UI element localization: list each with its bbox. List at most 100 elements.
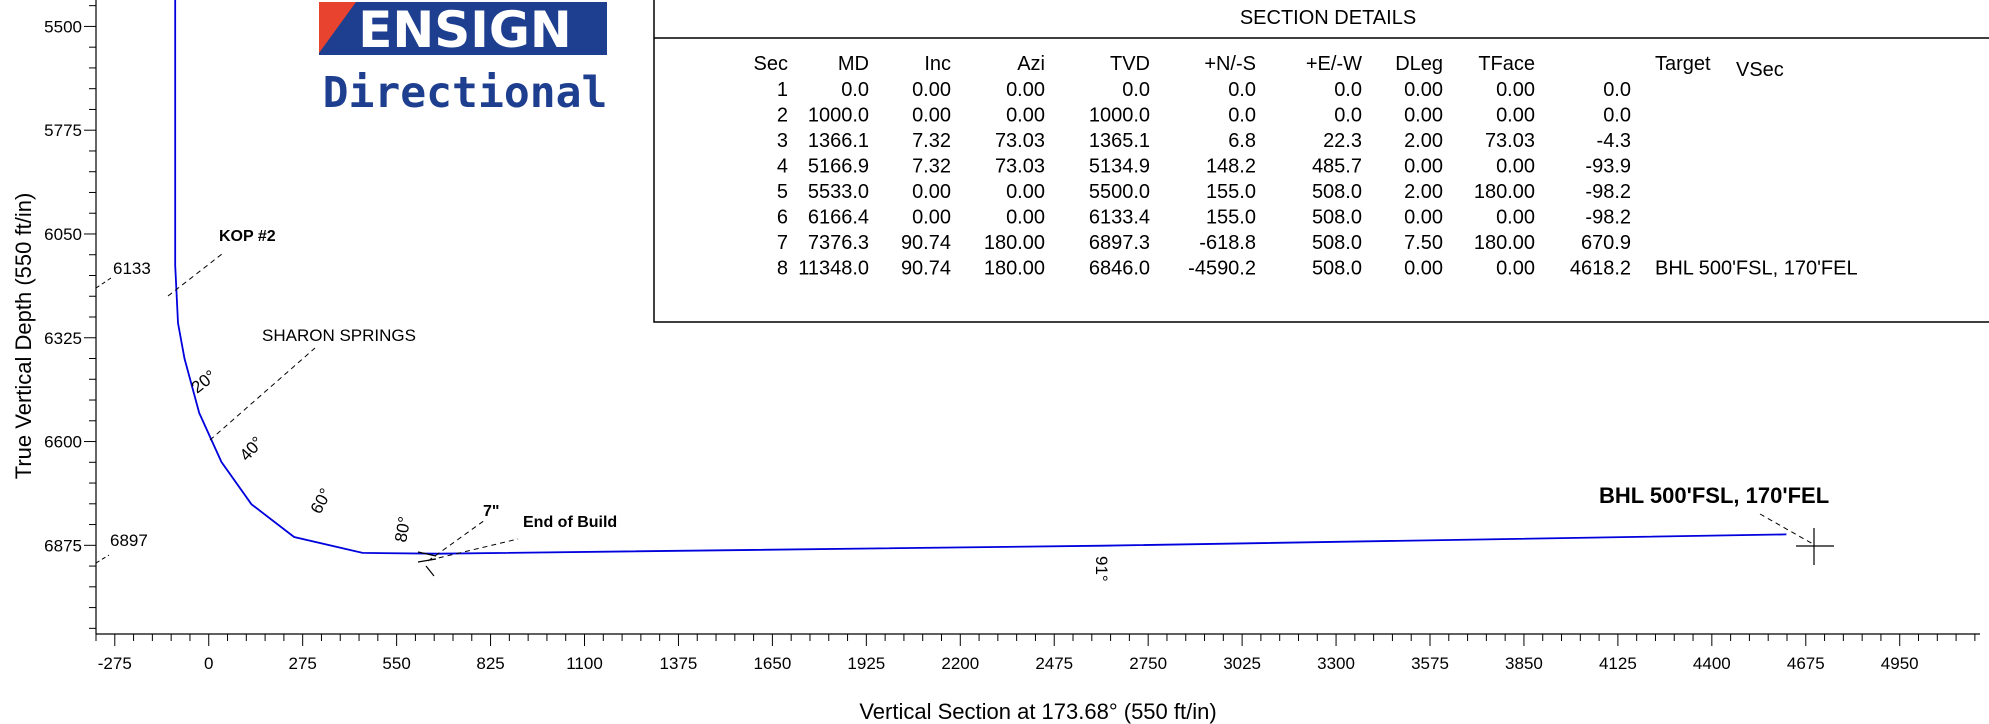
table-cell: 0.0	[1228, 105, 1256, 127]
x-tick-label: 2750	[1129, 654, 1167, 673]
table-cell: 0.00	[1404, 105, 1443, 127]
table-cell: 0.00	[1496, 207, 1535, 229]
x-ticks: -275 0 275 550 825 1100 1375 1650 1925 2200 2475 27…	[95, 634, 1976, 673]
logo-line2: Directional	[323, 68, 608, 118]
eob-tvd-label: 6897	[110, 531, 148, 550]
table-cell: 0.00	[912, 181, 951, 203]
table-border	[653, 0, 1989, 323]
table-cell: 0.00	[1496, 156, 1535, 178]
table-cell: 1365.1	[1089, 130, 1150, 152]
table-cell: 5166.9	[808, 156, 869, 178]
table-header-cell: DLeg	[1395, 53, 1443, 75]
table-cell: 0.00	[1006, 207, 1045, 229]
casing-marker	[417, 551, 437, 577]
table-cell: 0.00	[1496, 105, 1535, 127]
logo-line1: ENSIGN	[358, 1, 572, 59]
table-cell: 73.03	[1485, 130, 1535, 152]
x-tick-label: 3575	[1411, 654, 1449, 673]
table-cell: 7.32	[912, 156, 951, 178]
table-cell: 155.0	[1206, 207, 1256, 229]
table-cell: -93.9	[1585, 156, 1631, 178]
well-path-line	[174, 0, 1787, 555]
table-cell: 2.00	[1404, 130, 1443, 152]
table-cell: 180.00	[984, 232, 1045, 254]
inc-label-20: 20°	[188, 366, 220, 397]
table-cell: 0.0	[841, 79, 869, 101]
logo-banner	[319, 2, 607, 55]
table-header-cell: Azi	[1017, 53, 1045, 75]
y-ticks: 5500 5775 6050 6325 6600 6875	[44, 5, 96, 629]
table-cell: 0.0	[1603, 105, 1631, 127]
x-tick-label: 275	[288, 654, 316, 673]
table-body: Sec MD Inc Azi TVD +N/-S +E/-W DLeg TFace Target V…	[754, 53, 1858, 280]
x-tick-label: 3025	[1223, 654, 1261, 673]
y-tick-label: 5775	[44, 121, 82, 140]
table-cell: 0.00	[1496, 79, 1535, 101]
table-cell: 6	[777, 207, 788, 229]
table-cell: 7.50	[1404, 232, 1443, 254]
table-cell: 4618.2	[1570, 258, 1631, 280]
table-cell: 8	[777, 258, 788, 280]
table-cell: 0.00	[1006, 105, 1045, 127]
table-cell: 508.0	[1312, 258, 1362, 280]
table-cell: 180.00	[984, 258, 1045, 280]
table-cell: 0.0	[1334, 79, 1362, 101]
kop-leader	[167, 253, 223, 297]
table-header-cell: MD	[838, 53, 869, 75]
table-cell: 5533.0	[808, 181, 869, 203]
table-cell: 6.8	[1228, 130, 1256, 152]
x-tick-label: 3850	[1505, 654, 1543, 673]
x-tick-label: 1375	[660, 654, 698, 673]
table-cell: 670.9	[1581, 232, 1631, 254]
bhl-leader	[1759, 513, 1814, 545]
x-tick-label: 550	[382, 654, 410, 673]
table-header-cell: TFace	[1478, 53, 1535, 75]
table-cell: 0.0	[1228, 79, 1256, 101]
x-tick-label: 1925	[847, 654, 885, 673]
bhl-label: BHL 500'FSL, 170'FEL	[1599, 483, 1829, 508]
x-tick-label: 1650	[753, 654, 791, 673]
table-cell: 73.03	[995, 156, 1045, 178]
table-header-cell: Sec	[754, 53, 788, 75]
formation-label: SHARON SPRINGS	[262, 326, 416, 345]
eob-label: End of Build	[523, 514, 617, 531]
table-cell: 0.00	[1404, 207, 1443, 229]
table-cell: 6166.4	[808, 207, 869, 229]
table-cell: -98.2	[1585, 207, 1631, 229]
table-cell: 6133.4	[1089, 207, 1150, 229]
annotations: KOP #2 6133 SHARON SPRINGS 7" End of Bui…	[95, 228, 1834, 582]
x-tick-label: 4950	[1881, 654, 1919, 673]
x-tick-label: 3300	[1317, 654, 1355, 673]
table-cell: 1000.0	[1089, 105, 1150, 127]
x-tick-label: 2200	[941, 654, 979, 673]
table-cell: 0.00	[1496, 258, 1535, 280]
y-tick-label: 6600	[44, 433, 82, 452]
y-tick-label: 6050	[44, 225, 82, 244]
table-cell: 155.0	[1206, 181, 1256, 203]
x-tick-label: 4125	[1599, 654, 1637, 673]
table-cell: 180.00	[1474, 232, 1535, 254]
table-cell: 5	[777, 181, 788, 203]
table-cell: 1000.0	[808, 105, 869, 127]
table-cell: 508.0	[1312, 181, 1362, 203]
axes: -275 0 275 550 825 1100 1375 1650 1925 2200 2475 27…	[11, 0, 1980, 724]
formation-leader	[209, 347, 316, 441]
y-tick-label: 6875	[44, 536, 82, 555]
section-details-table: SECTION DETAILS Sec MD Inc Azi TVD +N/-S +E/-W…	[653, 0, 1989, 323]
eob-leader	[429, 538, 519, 561]
x-tick-label: 0	[204, 654, 213, 673]
table-cell: 0.00	[912, 79, 951, 101]
table-cell: 0.0	[1603, 79, 1631, 101]
bhl-target-marker	[1796, 528, 1834, 565]
table-cell: -618.8	[1199, 232, 1256, 254]
table-title: SECTION DETAILS	[1240, 7, 1416, 29]
y-tick-label: 6325	[44, 329, 82, 348]
table-cell: 2.00	[1404, 181, 1443, 203]
x-tick-label: 4675	[1787, 654, 1825, 673]
inc-label-40: 40°	[236, 433, 267, 465]
x-axis-label: Vertical Section at 173.68° (550 ft/in)	[859, 699, 1216, 724]
table-cell: 485.7	[1312, 156, 1362, 178]
table-header-cell: VSec	[1736, 59, 1784, 81]
x-tick-label: -275	[98, 654, 132, 673]
